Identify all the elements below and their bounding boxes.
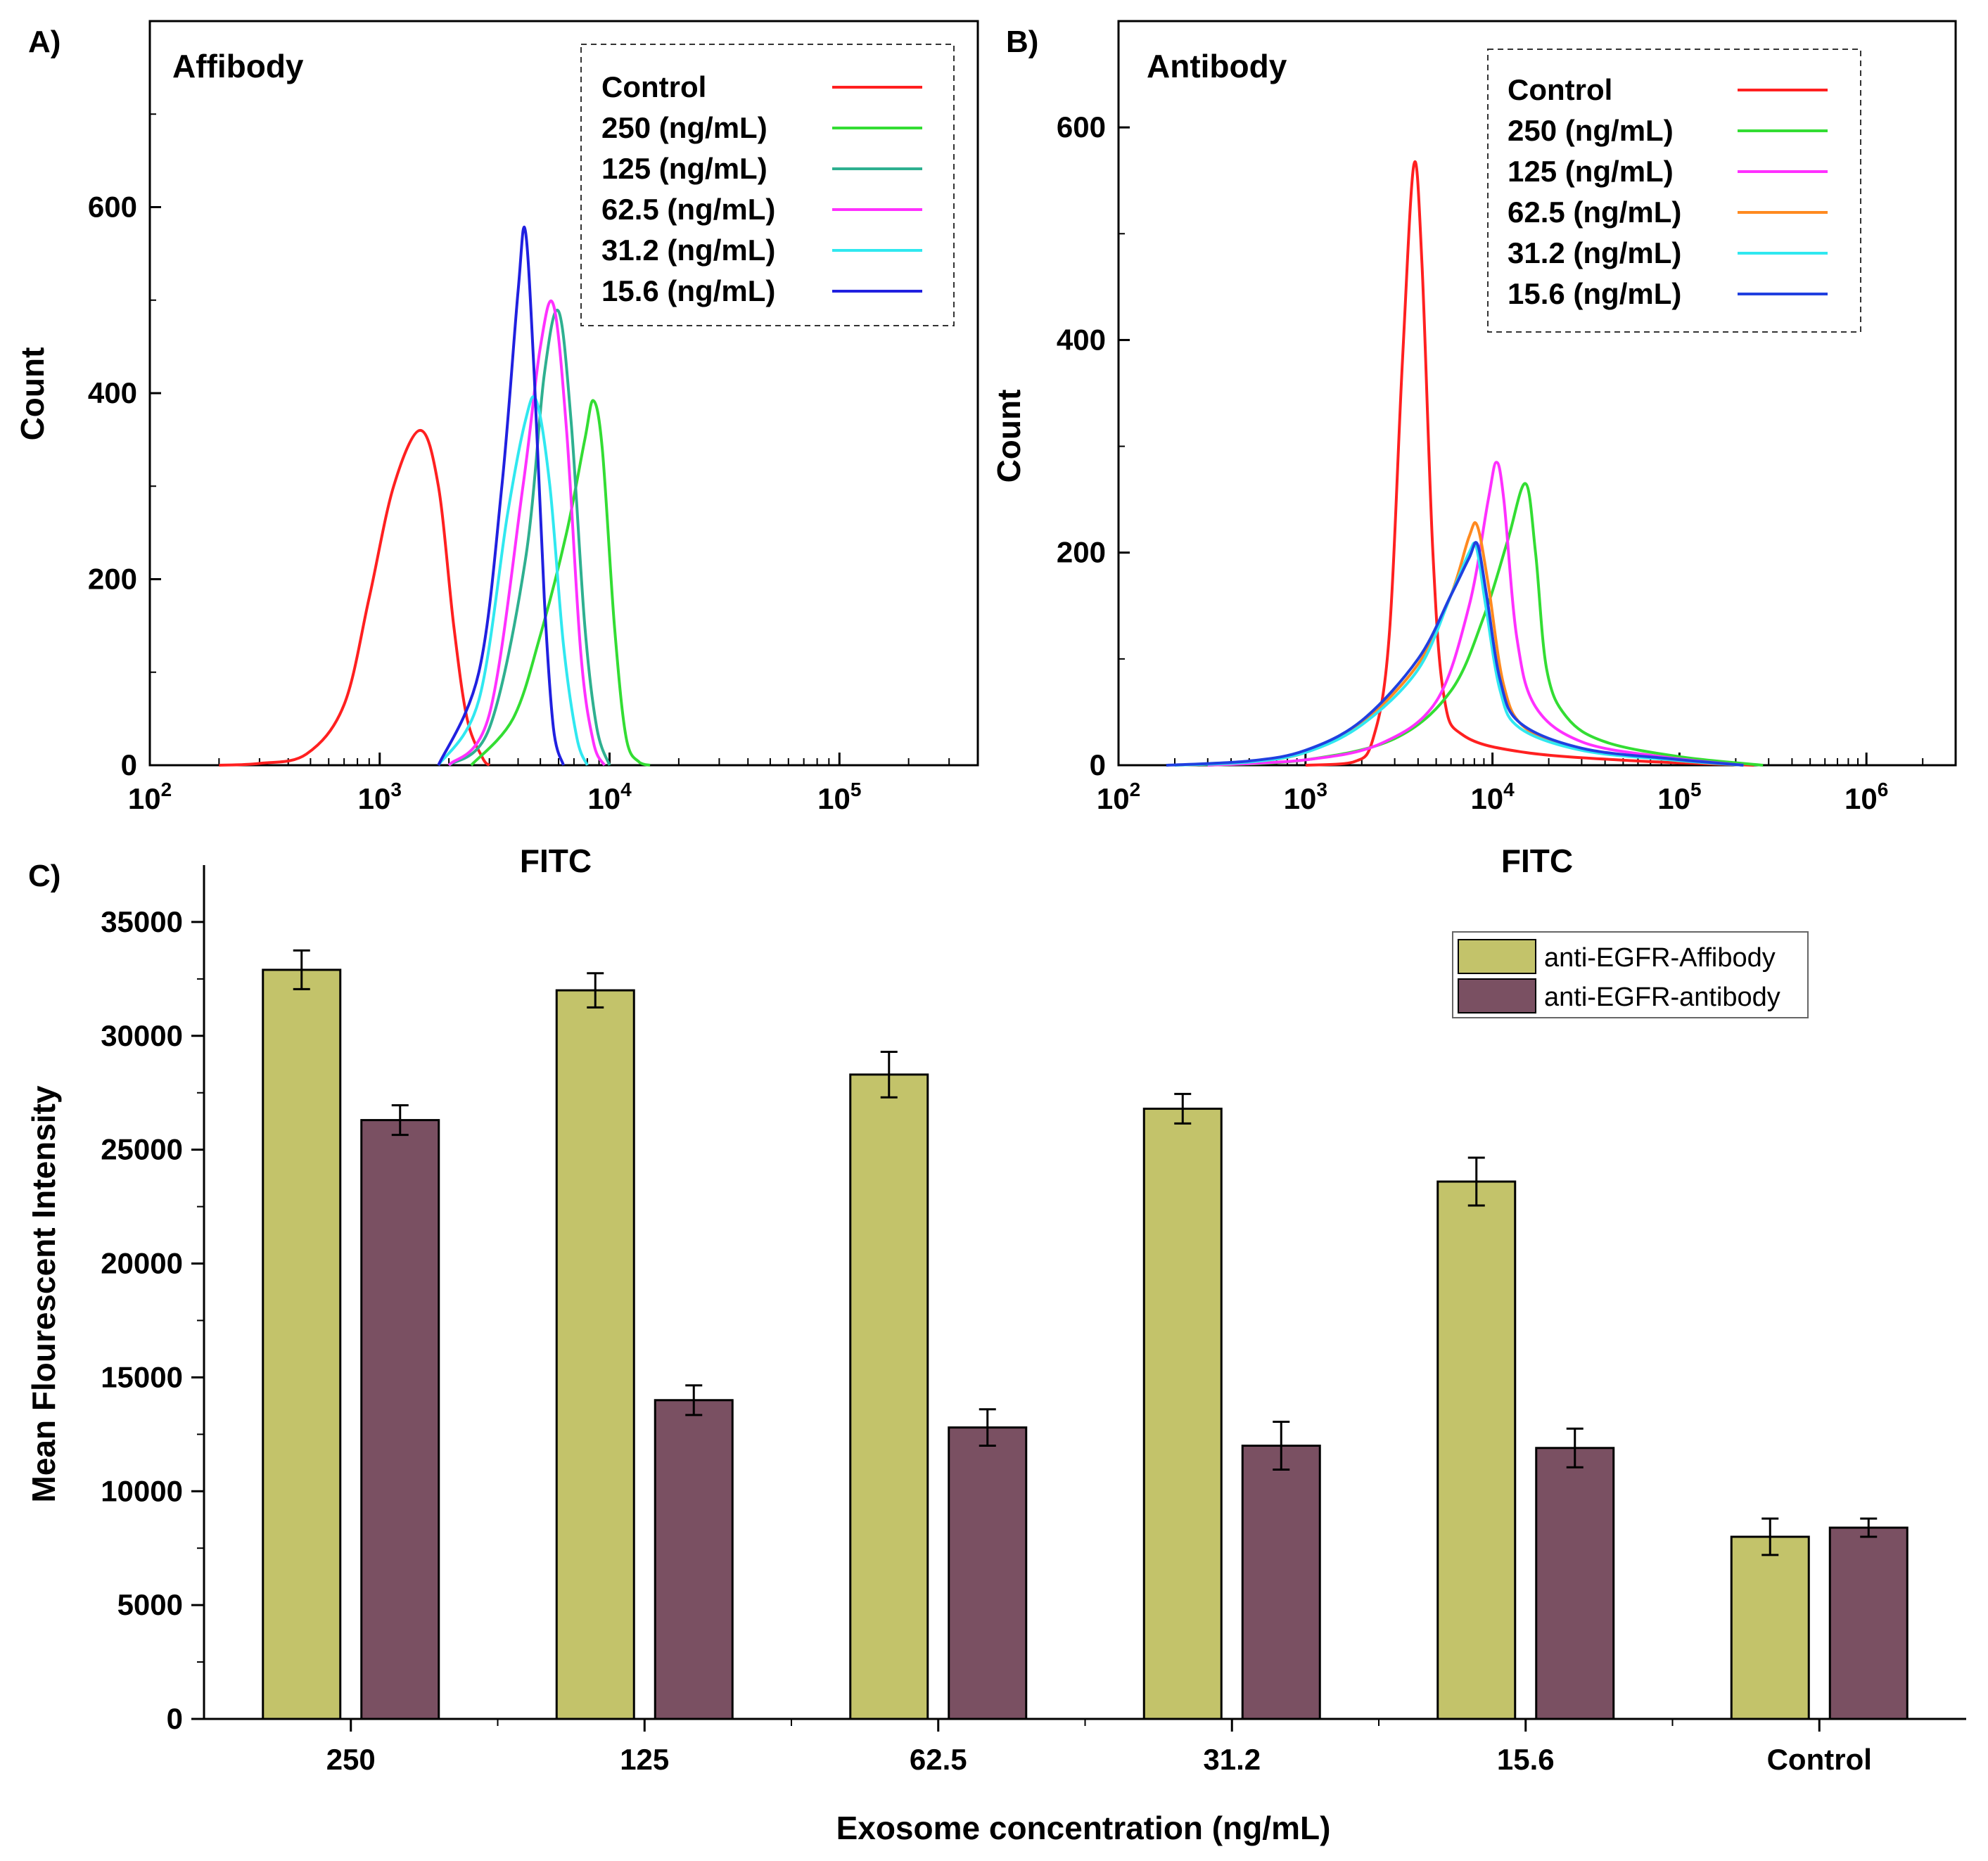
- legend-label: 31.2 (ng/mL): [601, 234, 775, 267]
- panel-c-letter: C): [28, 859, 60, 893]
- series-line-a-4: [437, 395, 589, 767]
- y-tick-label: 0: [167, 1702, 183, 1735]
- y-tick-label: 600: [88, 191, 137, 224]
- panel-b-plot-frame: [1117, 20, 1957, 767]
- panel-b-series: [1166, 160, 1764, 767]
- panel-b-axes: 102 103 104 105 106 0 200 400 600: [1057, 110, 1956, 815]
- panel-a-letter: A): [28, 25, 60, 59]
- x-tick-label: 62.5: [910, 1743, 967, 1776]
- bar-affibody: [849, 1073, 929, 1720]
- y-tick-label: 200: [88, 563, 137, 596]
- legend-label: 15.6 (ng/mL): [1508, 277, 1681, 310]
- y-tick-label: 5000: [117, 1588, 183, 1621]
- legend-label: 125 (ng/mL): [601, 152, 767, 185]
- x-tick-label: 106: [1844, 779, 1888, 815]
- legend-label: 62.5 (ng/mL): [601, 193, 775, 226]
- bar-antibody: [360, 1119, 440, 1720]
- x-tick-label: 104: [587, 779, 632, 815]
- legend-swatch: [1458, 978, 1536, 1013]
- legend-label: anti-EGFR-Affibody: [1544, 943, 1776, 973]
- panel-a-axes: 102 103 104 105 0 200 400 600: [88, 113, 979, 815]
- series-line-a-2: [447, 308, 611, 767]
- series-line-b-5: [1166, 541, 1744, 767]
- panel-c: C) 0 5000 10000 15000 20000 25000 30000 35000 25…: [25, 859, 1966, 1846]
- bar-antibody: [1828, 1526, 1909, 1720]
- x-tick-label: Control: [1767, 1743, 1872, 1776]
- legend-label: 125 (ng/mL): [1508, 155, 1674, 188]
- legend-label: Control: [1508, 73, 1612, 106]
- panel-c-axes: 0 5000 10000 15000 20000 25000 30000 35000 250 12…: [101, 905, 1872, 1776]
- series-line-a-5: [437, 225, 565, 766]
- bar-affibody: [262, 968, 342, 1720]
- x-tick-label: 104: [1470, 779, 1515, 815]
- y-tick-label: 15000: [101, 1360, 183, 1393]
- y-tick-label: 600: [1057, 110, 1106, 143]
- bar-affibody: [1730, 1535, 1810, 1720]
- bar-affibody: [555, 989, 635, 1720]
- panel-a-title: Affibody: [172, 48, 304, 84]
- series-line-b-0: [1305, 160, 1754, 767]
- y-tick-label: 10000: [101, 1474, 183, 1507]
- panel-a-ylabel: Count: [14, 347, 51, 441]
- y-tick-label: 0: [121, 748, 137, 781]
- panel-a-legend: Control 250 (ng/mL) 125 (ng/mL) 62.5 (ng/mL…: [601, 70, 922, 307]
- bar-antibody: [1535, 1447, 1615, 1720]
- x-tick-label: 31.2: [1203, 1743, 1261, 1776]
- panel-c-ylabel: Mean Flourescent Intensity: [25, 1085, 62, 1502]
- bar-affibody: [1436, 1180, 1517, 1720]
- panel-b-legend: Control 250 (ng/mL) 125 (ng/mL) 62.5 (ng/mL…: [1508, 73, 1828, 310]
- x-tick-label: 105: [817, 779, 861, 815]
- x-tick-label: 105: [1657, 779, 1701, 815]
- panel-c-legend: anti-EGFR-Affibody anti-EGFR-antibody: [1458, 939, 1780, 1013]
- panel-a-xlabel: FITC: [520, 843, 592, 879]
- x-tick-label: 103: [1284, 779, 1327, 815]
- series-line-b-2: [1207, 461, 1744, 767]
- panel-a-series: [219, 225, 651, 767]
- legend-swatch: [1458, 939, 1536, 974]
- panel-b-legend-box: [1487, 49, 1861, 333]
- y-tick-label: 30000: [101, 1019, 183, 1052]
- bar-antibody: [1241, 1445, 1321, 1720]
- y-tick-label: 200: [1057, 536, 1106, 569]
- panel-b: B) Antibody 102 103 104 105 106 0 200 400 600 Co…: [990, 20, 1957, 879]
- x-tick-label: 250: [326, 1743, 376, 1776]
- y-tick-label: 400: [1057, 323, 1106, 356]
- legend-label: anti-EGFR-antibody: [1544, 983, 1780, 1012]
- legend-label: Control: [601, 70, 706, 103]
- panel-a-legend-box: [580, 44, 955, 326]
- bar-affibody: [1142, 1107, 1223, 1720]
- panel-b-title: Antibody: [1147, 48, 1287, 84]
- x-tick-label: 102: [128, 779, 172, 815]
- x-tick-label: 102: [1097, 779, 1140, 815]
- series-line-b-1: [1207, 482, 1764, 767]
- x-tick-label: 103: [358, 779, 402, 815]
- series-line-a-0: [219, 428, 491, 767]
- y-tick-label: 0: [1090, 748, 1106, 781]
- legend-label: 250 (ng/mL): [1508, 114, 1674, 147]
- legend-label: 15.6 (ng/mL): [601, 274, 775, 307]
- y-tick-label: 20000: [101, 1247, 183, 1280]
- x-tick-label: 125: [620, 1743, 669, 1776]
- panel-b-xlabel: FITC: [1501, 843, 1573, 879]
- series-line-a-3: [447, 299, 606, 767]
- y-tick-label: 25000: [101, 1133, 183, 1166]
- bar-antibody: [654, 1399, 734, 1720]
- legend-label: 250 (ng/mL): [601, 111, 767, 144]
- series-line-a-1: [470, 399, 651, 767]
- bar-antibody: [948, 1426, 1028, 1720]
- panel-b-ylabel: Count: [990, 390, 1027, 483]
- panel-c-xlabel: Exosome concentration (ng/mL): [836, 1810, 1331, 1846]
- panel-c-bars: [262, 949, 1909, 1720]
- y-tick-label: 35000: [101, 905, 183, 938]
- legend-label: 31.2 (ng/mL): [1508, 236, 1681, 269]
- legend-label: 62.5 (ng/mL): [1508, 196, 1681, 229]
- y-tick-label: 400: [88, 376, 137, 409]
- panel-a: A) Affibody 102 103 104 105 0 200 400 600 Contr…: [14, 20, 979, 879]
- x-tick-label: 15.6: [1497, 1743, 1555, 1776]
- panel-b-letter: B): [1006, 25, 1038, 59]
